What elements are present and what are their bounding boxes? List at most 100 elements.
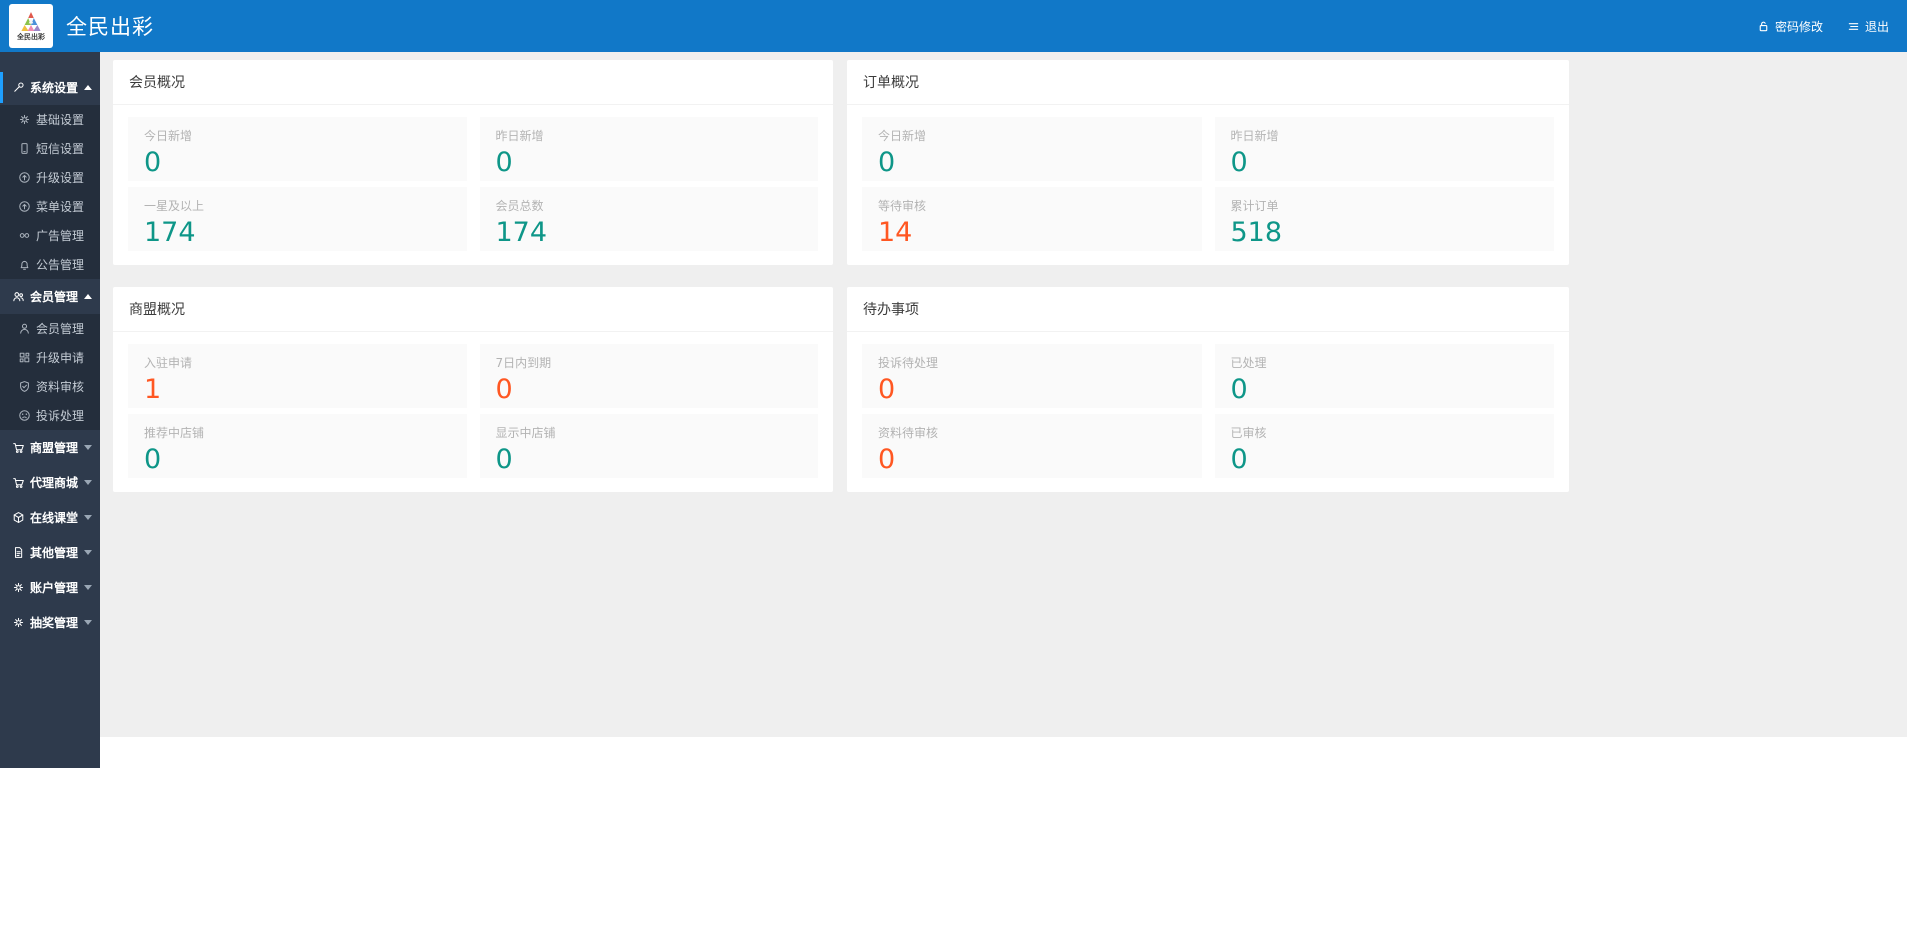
- sidebar-item-account-management[interactable]: 账户管理: [0, 570, 100, 605]
- menu-label: 抽奖管理: [30, 616, 79, 630]
- sidebar-item-basic-settings[interactable]: 基础设置: [0, 105, 100, 134]
- card-order-overview: 订单概况 今日新增 0 昨日新增 0 等待审核 14 累计订单 518: [847, 60, 1569, 265]
- cart-icon: [11, 441, 25, 455]
- stat-label: 昨日新增: [1230, 129, 1279, 143]
- stat-value: 0: [495, 374, 513, 405]
- stat-label: 资料待审核: [878, 426, 939, 440]
- stat-value: 0: [1230, 147, 1248, 178]
- phone-icon: [17, 142, 31, 156]
- stat-tile: 显示中店铺 0: [479, 414, 818, 478]
- menu-label: 基础设置: [36, 113, 85, 127]
- sidebar-item-sms-settings[interactable]: 短信设置: [0, 134, 100, 163]
- sidebar-item-agent-mall[interactable]: 代理商城: [0, 465, 100, 500]
- menu-label: 菜单设置: [36, 200, 85, 214]
- sidebar: 系统设置 基础设置 短信设置 升级设置 菜单设置 广告管理 公告管理 会员管理 会员管理 升级申请…: [0, 52, 100, 768]
- stat-label: 显示中店铺: [495, 426, 556, 440]
- lock-icon: [1759, 21, 1768, 31]
- shield-check-icon: [17, 380, 31, 394]
- menu-label: 公告管理: [36, 258, 85, 272]
- stat-value: 174: [144, 217, 196, 248]
- stat-tile: 已审核 0: [1214, 414, 1554, 478]
- menu-label: 在线课堂: [30, 511, 79, 525]
- page-layout: 系统设置 基础设置 短信设置 升级设置 菜单设置 广告管理 公告管理 会员管理 会员管理 升级申请…: [0, 52, 1907, 768]
- stat-tile: 推荐中店铺 0: [128, 414, 467, 478]
- app-header: 全民出彩 全民出彩 密码修改 退出: [0, 0, 1907, 52]
- caret-up-icon: [84, 294, 92, 299]
- stat-tile: 会员总数 174: [479, 187, 818, 251]
- menu-label: 短信设置: [36, 142, 85, 156]
- sidebar-item-member-management-sub[interactable]: 会员管理: [0, 314, 100, 343]
- stat-value: 1: [144, 374, 162, 405]
- sidebar-item-data-review[interactable]: 资料审核: [0, 372, 100, 401]
- stat-label: 推荐中店铺: [144, 426, 205, 440]
- caret-down-icon: [84, 550, 92, 555]
- menu-label: 代理商城: [30, 476, 79, 490]
- card-body: 投诉待处理 0 已处理 0 资料待审核 0 已审核 0: [847, 332, 1569, 492]
- sidebar-item-notice-management[interactable]: 公告管理: [0, 250, 100, 279]
- menu-label: 资料审核: [36, 380, 85, 394]
- logout-label: 退出: [1864, 19, 1889, 34]
- card-body: 今日新增 0 昨日新增 0 等待审核 14 累计订单 518: [847, 105, 1569, 265]
- stat-tile: 投诉待处理 0: [862, 344, 1202, 408]
- stat-value: 174: [495, 217, 548, 248]
- sidebar-item-alliance-management[interactable]: 商盟管理: [0, 430, 100, 465]
- sidebar-item-ad-management[interactable]: 广告管理: [0, 221, 100, 250]
- sad-face-icon: [17, 409, 31, 423]
- users-icon: [11, 290, 25, 304]
- card-title: 待办事项: [847, 287, 1569, 332]
- card-title: 商盟概况: [113, 287, 833, 332]
- stat-value: 0: [144, 444, 162, 475]
- sidebar-item-member-management[interactable]: 会员管理: [0, 279, 100, 314]
- sidebar-item-system-settings[interactable]: 系统设置: [0, 70, 100, 105]
- logout-icon: [1848, 22, 1859, 30]
- menu-label: 会员管理: [36, 322, 85, 336]
- card-title: 会员概况: [113, 60, 833, 105]
- stat-tile: 入驻申请 1: [128, 344, 467, 408]
- caret-down-icon: [84, 445, 92, 450]
- card-todo-items: 待办事项 投诉待处理 0 已处理 0 资料待审核 0 已审核 0: [847, 287, 1569, 492]
- sidebar-item-upgrade-settings[interactable]: 升级设置: [0, 163, 100, 192]
- page-title: 全民出彩: [66, 15, 154, 39]
- sidebar-item-online-classroom[interactable]: 在线课堂: [0, 500, 100, 535]
- stat-tile: 一星及以上 174: [128, 187, 467, 251]
- stat-tile: 今日新增 0: [128, 117, 467, 181]
- sidebar-item-upgrade-apply[interactable]: 升级申请: [0, 343, 100, 372]
- circle-up-icon: [17, 200, 31, 214]
- doc-icon: [11, 546, 25, 560]
- stat-label: 今日新增: [878, 129, 927, 143]
- caret-up-icon: [84, 85, 92, 90]
- stat-label: 等待审核: [878, 199, 927, 213]
- wrench-icon: [11, 81, 25, 95]
- card-body: 入驻申请 1 7日内到期 0 推荐中店铺 0 显示中店铺 0: [113, 332, 833, 492]
- menu-label: 会员管理: [30, 290, 79, 304]
- sidebar-item-complaint-handling[interactable]: 投诉处理: [0, 401, 100, 430]
- caret-down-icon: [84, 480, 92, 485]
- logo-caption: 全民出彩: [17, 33, 45, 41]
- stat-label: 累计订单: [1230, 199, 1279, 213]
- change-password-link[interactable]: 密码修改: [1757, 18, 1823, 35]
- stat-label: 昨日新增: [495, 129, 544, 143]
- header-actions: 密码修改 退出: [1757, 18, 1907, 35]
- menu-label: 广告管理: [36, 229, 85, 243]
- logout-link[interactable]: 退出: [1847, 18, 1889, 35]
- stat-value: 0: [878, 147, 896, 178]
- stat-label: 今日新增: [144, 129, 193, 143]
- stat-label: 投诉待处理: [878, 356, 939, 370]
- circle-up-icon: [17, 171, 31, 185]
- sidebar-item-other-management[interactable]: 其他管理: [0, 535, 100, 570]
- sidebar-item-menu-settings[interactable]: 菜单设置: [0, 192, 100, 221]
- caret-down-icon: [84, 620, 92, 625]
- card-member-overview: 会员概况今日新增 0 昨日新增 0 一星及以上 174 会员总数 174: [113, 60, 833, 265]
- color-triangle-icon: [21, 12, 41, 31]
- menu-label: 升级申请: [36, 351, 85, 365]
- menu-label: 系统设置: [30, 81, 79, 95]
- stat-value: 0: [495, 147, 513, 178]
- brand-logo[interactable]: 全民出彩: [9, 4, 53, 48]
- stat-label: 已审核: [1230, 426, 1267, 440]
- stat-tile: 资料待审核 0: [862, 414, 1202, 478]
- sidebar-item-lottery-management[interactable]: 抽奖管理: [0, 605, 100, 640]
- stat-tile: 今日新增 0: [862, 117, 1202, 181]
- infinity-icon: [17, 229, 31, 243]
- stat-label: 7日内到期: [495, 356, 552, 370]
- bell-icon: [17, 258, 31, 272]
